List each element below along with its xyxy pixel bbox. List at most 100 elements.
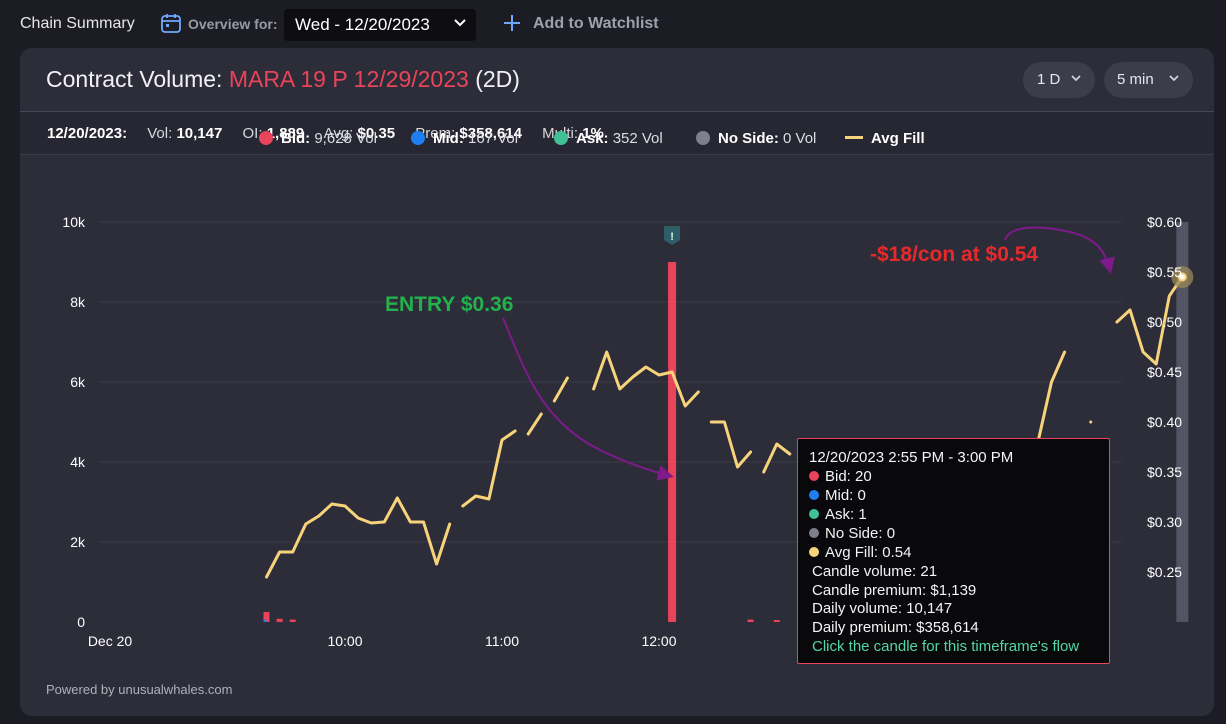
- y-right-tick-label: $0.25: [1147, 564, 1182, 580]
- bid-volume-bar: [747, 619, 754, 622]
- avg-fill-line: [552, 376, 569, 403]
- legend-mid-value: 167 Vol: [468, 130, 519, 147]
- stats-divider: [20, 154, 1214, 155]
- header-divider: [20, 111, 1214, 112]
- tooltip-bid-text: Bid: 20: [825, 468, 872, 485]
- entry-annotation: ENTRY $0.36: [385, 293, 513, 316]
- range-select-value: 1 D: [1037, 71, 1061, 88]
- tooltip-mid-dot: [809, 490, 819, 500]
- card-title: Contract Volume: MARA 19 P 12/29/2023 (2…: [46, 66, 520, 93]
- tooltip-candle-premium: Candle premium: $1,139: [812, 582, 977, 599]
- legend-bid[interactable]: Bid: 9,628 Vol: [259, 130, 377, 147]
- x-tick-label: 10:00: [327, 633, 362, 649]
- plus-icon: [504, 15, 520, 31]
- bid-volume-bar: [773, 620, 780, 622]
- stats-multi: 1%: [582, 125, 604, 142]
- y-right-tick-label: $0.55: [1147, 264, 1182, 280]
- stats-oi: 1,889: [266, 125, 305, 142]
- tooltip-avg-fill: Avg Fill: 0.54: [809, 544, 911, 561]
- stats-bar: 12/20/2023: Vol: 10,147 OI: 1,889 Avg: $…: [20, 112, 1214, 154]
- y-right-tick-label: $0.35: [1147, 464, 1182, 480]
- legend-no-side-label: No Side:: [718, 130, 779, 147]
- chevron-down-icon: [1071, 75, 1081, 82]
- tooltip-no-side: No Side: 0: [809, 525, 895, 542]
- tooltip-avg-fill-text: Avg Fill: 0.54: [825, 544, 912, 561]
- stats-row: 12/20/2023: Vol: 10,147 OI: 1,889 Avg: $…: [47, 125, 604, 142]
- legend-ask-label: Ask:: [576, 130, 609, 147]
- watchlist-label: Add to Watchlist: [533, 15, 659, 32]
- y-left-tick-label: 10k: [62, 214, 86, 230]
- exit-annotation: -$18/con at $0.54: [870, 243, 1038, 266]
- interval-select-value: 5 min: [1117, 71, 1154, 88]
- title-prefix: Contract Volume:: [46, 66, 223, 92]
- tooltip-no-side-dot: [809, 528, 819, 538]
- chain-summary-tab[interactable]: Chain Summary: [20, 15, 135, 32]
- bid-volume-bar: [668, 262, 677, 622]
- stats-vol-label: Vol:: [147, 125, 173, 142]
- exit-arrow: [1004, 226, 1115, 274]
- bid-volume-bar: [289, 619, 296, 622]
- contract-name: MARA 19 P 12/29/2023: [228, 66, 469, 92]
- x-tick-label: 11:00: [485, 633, 519, 649]
- y-left-tick-label: 8k: [70, 294, 86, 310]
- y-left-tick-label: 0: [77, 614, 85, 630]
- chevron-down-icon: [1169, 75, 1179, 82]
- legend-bid-label: Bid:: [281, 130, 311, 147]
- legend-ask-dot: [554, 131, 568, 145]
- y-right-tick-label: $0.50: [1147, 314, 1182, 330]
- avg-fill-line: [265, 496, 452, 579]
- avg-fill-line: [526, 412, 543, 436]
- stats-prem: $358,614: [459, 125, 522, 142]
- highlight-point: [1177, 272, 1187, 282]
- title-suffix: (2D): [475, 66, 520, 92]
- legend-bid-dot: [259, 131, 273, 145]
- hover-band: [1176, 222, 1189, 622]
- stats-vol: 10,147: [176, 125, 223, 142]
- range-select[interactable]: 1 D: [1023, 62, 1095, 98]
- legend-no-side-dot: [696, 131, 710, 145]
- tooltip-mid: Mid: 0: [809, 487, 866, 504]
- y-right-tick-label: $0.40: [1147, 414, 1182, 430]
- tooltip-header: 12/20/2023 2:55 PM - 3:00 PM: [809, 449, 1014, 466]
- alert-flag-icon: [664, 226, 681, 245]
- legend-no-side[interactable]: No Side: 0 Vol: [696, 130, 816, 147]
- legend-avg-fill[interactable]: Avg Fill: [845, 130, 925, 147]
- stats-oi-label: OI:: [242, 125, 263, 142]
- stats-avg-label: Avg:: [323, 125, 354, 142]
- legend-avg-fill-line: [845, 136, 863, 139]
- y-left-tick-label: 6k: [70, 374, 86, 390]
- legend-mid[interactable]: Mid: 167 Vol: [411, 130, 518, 147]
- legend-no-side-value: 0 Vol: [783, 130, 817, 147]
- y-right-tick-label: $0.30: [1147, 514, 1182, 530]
- stats-avg: $0.35: [357, 125, 396, 142]
- avg-fill-line: [461, 429, 517, 508]
- bid-volume-bar: [276, 618, 283, 622]
- legend-mid-dot: [411, 131, 425, 145]
- tooltip-daily-premium: Daily premium: $358,614: [812, 619, 979, 636]
- avg-fill-line: [709, 420, 753, 469]
- avg-fill-line: [592, 350, 700, 408]
- interval-select[interactable]: 5 min: [1104, 62, 1193, 98]
- tooltip-mid-text: Mid: 0: [825, 487, 866, 504]
- mid-volume-bar: [263, 619, 267, 622]
- tooltip-bid-dot: [809, 471, 819, 481]
- avg-fill-line: [762, 442, 792, 474]
- tooltip-ask: Ask: 1: [809, 506, 867, 523]
- legend-bid-value: 9,628 Vol: [314, 130, 377, 147]
- avg-fill-line: [1115, 275, 1184, 366]
- y-left-tick-label: 4k: [70, 454, 86, 470]
- tooltip-ask-dot: [809, 509, 819, 519]
- tooltip-no-side-text: No Side: 0: [825, 525, 896, 542]
- stats-prem-label: Prem:: [415, 125, 456, 142]
- tooltip-daily-volume: Daily volume: 10,147: [812, 600, 953, 617]
- chevron-down-icon: [454, 19, 466, 27]
- date-select[interactable]: Wed - 12/20/2023: [284, 9, 476, 41]
- tooltip-bid: Bid: 20: [809, 468, 872, 485]
- calendar-icon[interactable]: [160, 12, 182, 34]
- legend-ask[interactable]: Ask: 352 Vol: [554, 130, 663, 147]
- avg-fill-point: [1089, 420, 1093, 424]
- tooltip-flow-link[interactable]: Click the candle for this timeframe's fl…: [812, 638, 1080, 655]
- candle-tooltip: 12/20/2023 2:55 PM - 3:00 PM Bid: 20 Mid…: [797, 438, 1110, 664]
- entry-arrow: [502, 317, 674, 481]
